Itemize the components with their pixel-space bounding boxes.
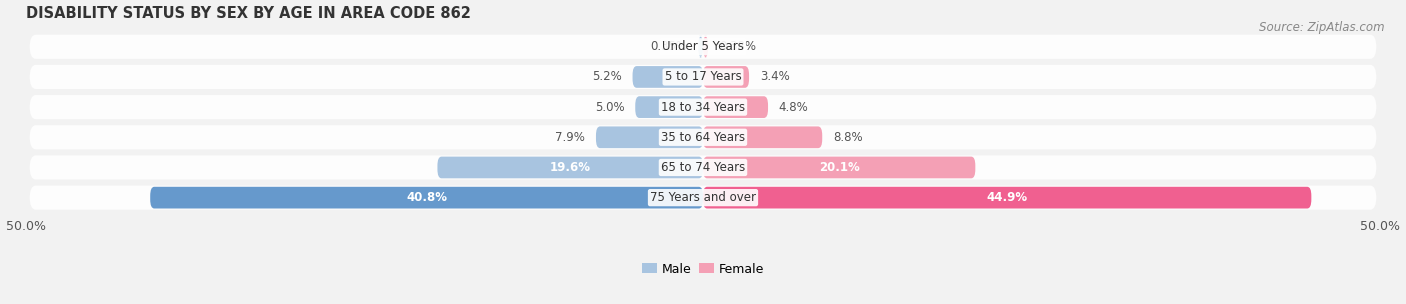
FancyBboxPatch shape: [703, 66, 749, 88]
Legend: Male, Female: Male, Female: [637, 257, 769, 281]
FancyBboxPatch shape: [30, 125, 1376, 149]
FancyBboxPatch shape: [150, 187, 703, 209]
FancyBboxPatch shape: [699, 36, 703, 58]
Text: 75 Years and over: 75 Years and over: [650, 191, 756, 204]
FancyBboxPatch shape: [636, 96, 703, 118]
FancyBboxPatch shape: [30, 95, 1376, 119]
FancyBboxPatch shape: [703, 36, 709, 58]
FancyBboxPatch shape: [30, 65, 1376, 89]
FancyBboxPatch shape: [703, 157, 976, 178]
Text: Source: ZipAtlas.com: Source: ZipAtlas.com: [1260, 21, 1385, 34]
Text: 19.6%: 19.6%: [550, 161, 591, 174]
FancyBboxPatch shape: [703, 126, 823, 148]
Text: 20.1%: 20.1%: [818, 161, 859, 174]
FancyBboxPatch shape: [30, 155, 1376, 180]
Text: 5 to 17 Years: 5 to 17 Years: [665, 71, 741, 83]
Text: 3.4%: 3.4%: [759, 71, 790, 83]
Text: 7.9%: 7.9%: [555, 131, 585, 144]
Text: 4.8%: 4.8%: [779, 101, 808, 114]
FancyBboxPatch shape: [596, 126, 703, 148]
FancyBboxPatch shape: [703, 187, 1312, 209]
Text: 5.2%: 5.2%: [592, 71, 621, 83]
Text: Under 5 Years: Under 5 Years: [662, 40, 744, 53]
Text: 65 to 74 Years: 65 to 74 Years: [661, 161, 745, 174]
Text: 35 to 64 Years: 35 to 64 Years: [661, 131, 745, 144]
FancyBboxPatch shape: [437, 157, 703, 178]
Text: 0.35%: 0.35%: [651, 40, 688, 53]
Text: 8.8%: 8.8%: [834, 131, 863, 144]
Text: 5.0%: 5.0%: [595, 101, 624, 114]
FancyBboxPatch shape: [703, 96, 768, 118]
Text: 44.9%: 44.9%: [987, 191, 1028, 204]
Text: DISABILITY STATUS BY SEX BY AGE IN AREA CODE 862: DISABILITY STATUS BY SEX BY AGE IN AREA …: [25, 5, 471, 21]
FancyBboxPatch shape: [633, 66, 703, 88]
Text: 18 to 34 Years: 18 to 34 Years: [661, 101, 745, 114]
Text: 40.8%: 40.8%: [406, 191, 447, 204]
FancyBboxPatch shape: [30, 185, 1376, 210]
FancyBboxPatch shape: [30, 35, 1376, 59]
Text: 0.38%: 0.38%: [718, 40, 756, 53]
